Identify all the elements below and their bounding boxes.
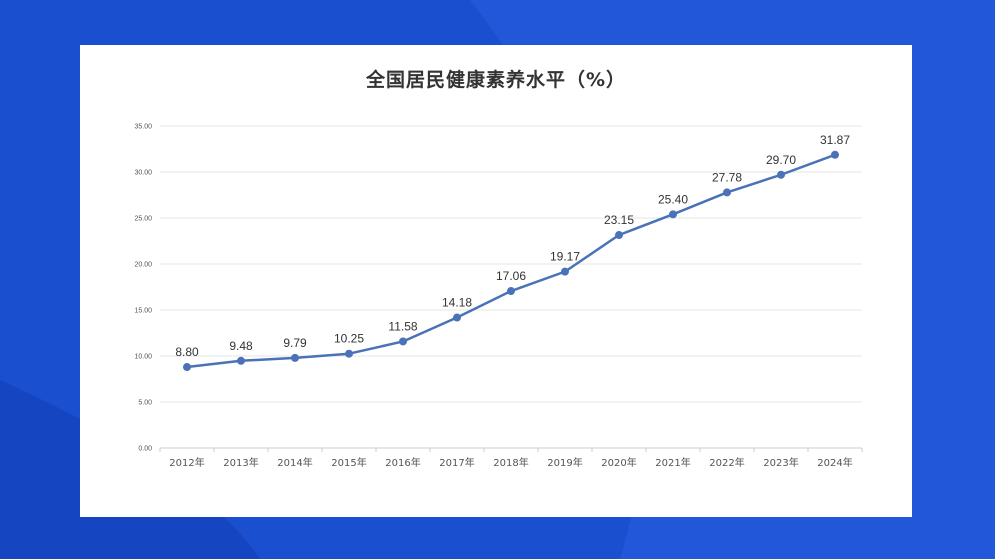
- data-label: 29.70: [766, 153, 796, 167]
- y-tick-label: 30.00: [134, 170, 152, 177]
- y-tick-label: 0.00: [138, 446, 152, 453]
- chart-card: 全国居民健康素养水平（%） 0.00 5.00 10.00 15.00 20.00 25.…: [80, 45, 912, 517]
- data-label: 31.87: [820, 133, 850, 147]
- data-point: [507, 287, 515, 296]
- data-point: [831, 150, 839, 159]
- data-point: [615, 231, 623, 240]
- x-tick-label: 2015年: [331, 456, 366, 469]
- data-point: [777, 170, 785, 179]
- y-tick-label: 25.00: [134, 216, 152, 223]
- data-point: [453, 313, 461, 322]
- line-chart: 0.00 5.00 10.00 15.00 20.00 25.00 30.00 35.00 2…: [134, 124, 863, 469]
- x-tick-label: 2023年: [763, 456, 798, 469]
- data-point: [237, 356, 245, 365]
- data-label: 23.15: [604, 213, 634, 227]
- x-tick-label: 2018年: [493, 456, 528, 469]
- x-tick-label: 2019年: [547, 456, 582, 469]
- y-tick-label: 15.00: [134, 308, 152, 315]
- data-labels: 8.80 9.48 9.79 10.25 11.58 14.18 17.06 19.17 23.…: [175, 133, 850, 359]
- x-tick-label: 2016年: [385, 456, 420, 469]
- data-point: [399, 337, 407, 346]
- x-tick-label: 2012年: [169, 456, 204, 469]
- data-label: 19.17: [550, 250, 580, 264]
- data-point: [183, 363, 191, 372]
- data-label: 27.78: [712, 170, 742, 184]
- chart-title: 全国居民健康素养水平（%）: [365, 69, 627, 91]
- x-tick-label: 2020年: [601, 456, 636, 469]
- data-points: [183, 150, 839, 372]
- x-tick-label: 2022年: [709, 456, 744, 469]
- data-label: 9.48: [229, 339, 253, 353]
- data-label: 17.06: [496, 269, 526, 283]
- data-label: 14.18: [442, 296, 472, 310]
- y-tick-label: 35.00: [134, 124, 152, 131]
- x-tick-label: 2021年: [655, 456, 690, 469]
- data-point: [291, 353, 299, 362]
- x-tick-label: 2013年: [223, 456, 258, 469]
- data-label: 8.80: [175, 345, 199, 359]
- data-point: [669, 210, 677, 219]
- x-tick-label: 2017年: [439, 456, 474, 469]
- y-tick-label: 20.00: [134, 262, 152, 269]
- x-tick-label: 2024年: [817, 456, 852, 469]
- grid-lines: [160, 125, 862, 449]
- data-point: [723, 188, 731, 197]
- data-label: 25.40: [658, 192, 688, 206]
- data-point: [345, 349, 353, 358]
- data-label: 9.79: [283, 336, 307, 350]
- x-tick-label: 2014年: [277, 456, 312, 469]
- data-point: [561, 267, 569, 276]
- data-label: 10.25: [334, 332, 364, 346]
- x-axis-ticks: 2012年 2013年 2014年 2015年 2016年 2017年 2018年 2019年…: [159, 448, 863, 469]
- data-label: 11.58: [388, 319, 417, 333]
- y-tick-label: 5.00: [138, 400, 152, 407]
- y-axis-ticks: 0.00 5.00 10.00 15.00 20.00 25.00 30.00 35.00: [134, 124, 152, 453]
- y-tick-label: 10.00: [134, 354, 152, 361]
